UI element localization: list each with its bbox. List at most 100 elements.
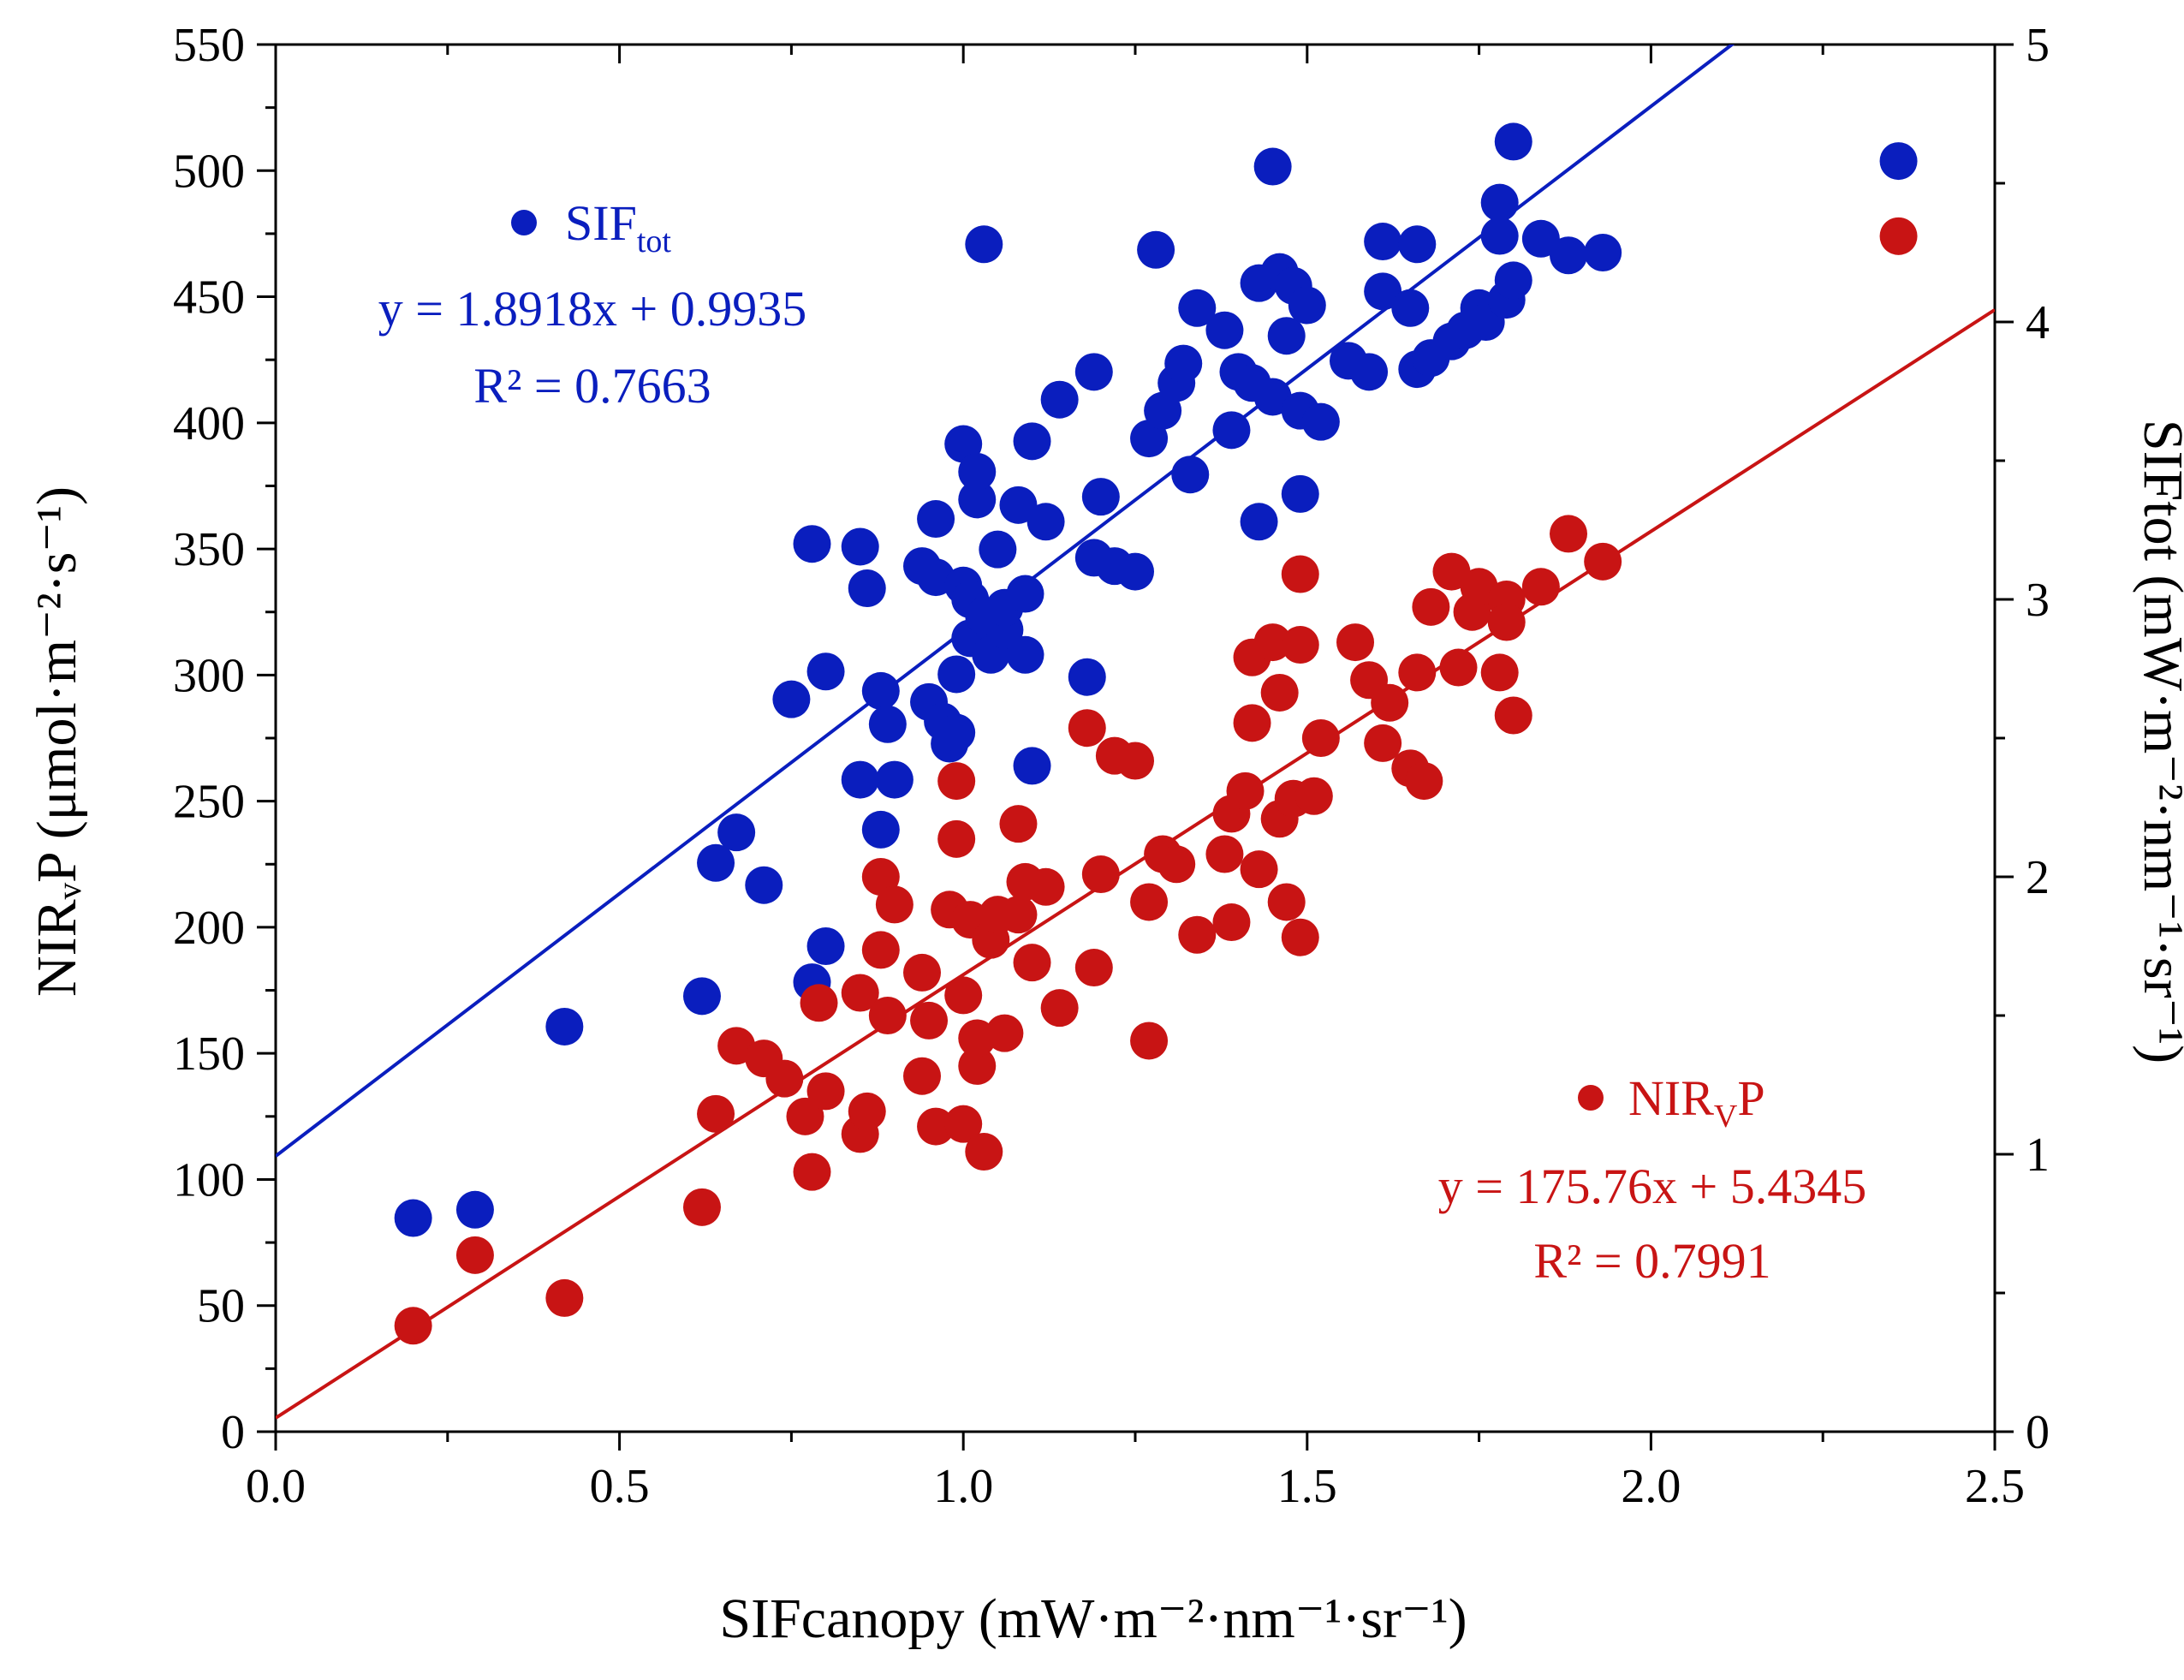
siftot-point xyxy=(1171,456,1210,494)
siftot-point xyxy=(1013,422,1051,461)
siftot-point xyxy=(1137,230,1175,269)
x-tick-label: 2.0 xyxy=(1621,1460,1681,1513)
nirvp-point xyxy=(958,1046,997,1085)
nirvp-point xyxy=(1281,555,1319,593)
nirvp-point xyxy=(848,1092,886,1130)
nirvp-point xyxy=(1013,944,1051,982)
x-tick-label: 1.0 xyxy=(933,1460,993,1513)
siftot-point xyxy=(937,713,976,752)
nirvp-point xyxy=(1027,867,1065,906)
y-left-tick-label: 350 xyxy=(173,523,245,576)
nirvp-equation: y = 175.76x + 5.4345 xyxy=(1438,1159,1866,1214)
plot-frame xyxy=(274,43,1997,1433)
siftot-point xyxy=(1267,317,1306,355)
nirvp-point xyxy=(1267,883,1306,921)
siftot-point xyxy=(1212,411,1251,450)
nirvp-point xyxy=(806,1072,845,1111)
siftot-point xyxy=(861,810,900,849)
nirvp-point xyxy=(944,976,983,1015)
nirvp-point xyxy=(786,1097,824,1135)
legend-nirvp-marker xyxy=(1578,1085,1604,1111)
siftot-point xyxy=(717,813,756,852)
legend-nirvp-main: NIR xyxy=(1628,1070,1714,1126)
nirvp-point xyxy=(1081,855,1120,894)
nirvp-point xyxy=(985,1014,1024,1052)
siftot-point xyxy=(1480,183,1519,222)
y-right-tick-label: 5 xyxy=(2026,19,2050,72)
nirvp-point xyxy=(1040,989,1079,1028)
nirvp-point xyxy=(1157,845,1196,884)
siftot-point xyxy=(1074,353,1113,391)
siftot-point xyxy=(682,977,721,1016)
nirvp-point xyxy=(1130,1022,1169,1060)
nirvp-point xyxy=(1226,771,1265,810)
siftot-point xyxy=(1040,380,1079,419)
y-left-axis-title: NIRᵥP (μmol·m⁻²·s⁻¹) xyxy=(26,486,88,997)
nirvp-point xyxy=(937,762,976,801)
x-tick-label: 2.5 xyxy=(1965,1460,2025,1513)
siftot-point xyxy=(999,486,1038,524)
siftot-point xyxy=(1521,219,1560,258)
legend-siftot-label: SIFtot xyxy=(565,195,671,259)
nirvp-point xyxy=(875,885,913,924)
nirvp-point xyxy=(841,974,879,1012)
siftot-point xyxy=(772,680,811,718)
siftot-point xyxy=(1013,747,1051,785)
siftot-point xyxy=(1253,147,1292,186)
nirvp-point xyxy=(1405,762,1443,801)
legend-nirvp: NIRVP y = 175.76x + 5.4345 R² = 0.7991 xyxy=(1438,1070,1866,1289)
nirvp-point xyxy=(917,1107,955,1146)
y-left-tick-label: 150 xyxy=(173,1028,245,1081)
nirvp-point xyxy=(1412,587,1450,626)
nirvp-point xyxy=(455,1236,494,1274)
nirvp-point xyxy=(1212,903,1251,942)
legend-siftot-marker xyxy=(511,210,537,235)
nirvp-point xyxy=(682,1188,721,1226)
nirvp-point xyxy=(394,1307,432,1345)
y-right-axis-title: SIFtot (mW·m⁻²·nm⁻¹·sr⁻¹) xyxy=(2132,420,2184,1063)
nirvp-point xyxy=(903,953,942,992)
nirvp-r-squared: R² = 0.7991 xyxy=(1533,1233,1770,1289)
y-left-tick-label: 200 xyxy=(173,902,245,955)
siftot-point xyxy=(1006,635,1044,674)
siftot-point xyxy=(545,1007,584,1046)
siftot-point xyxy=(848,569,886,608)
nirvp-point xyxy=(1130,883,1169,921)
legend-nirvp-tail: P xyxy=(1737,1070,1764,1126)
nirvp-point xyxy=(1294,777,1333,815)
legend-nirvp-sub: V xyxy=(1714,1099,1738,1135)
y-left-tick-label: 0 xyxy=(221,1406,245,1459)
chart-axes: 0.0 0.5 1.0 1.5 2.0 2.50501001502002503003504… xyxy=(173,19,2050,1513)
legend-siftot-main: SIF xyxy=(565,195,637,251)
nirvp-point xyxy=(1301,719,1340,757)
siftot-point xyxy=(697,843,735,882)
nirvp-point xyxy=(697,1094,735,1133)
siftot-point xyxy=(1494,261,1532,300)
siftot-point xyxy=(1364,223,1402,261)
siftot-point xyxy=(1164,344,1203,383)
legend-siftot: SIFtot y = 1.8918x + 0.9935 R² = 0.7663 xyxy=(378,195,806,414)
nirvp-point xyxy=(965,1133,1003,1171)
siftot-equation: y = 1.8918x + 0.9935 xyxy=(378,281,806,337)
nirvp-point xyxy=(1494,696,1532,735)
y-left-tick-label: 450 xyxy=(173,271,245,325)
nirvp-point xyxy=(937,819,976,858)
siftot-point xyxy=(806,652,845,691)
x-tick-label: 0.5 xyxy=(590,1460,650,1513)
nirvp-point xyxy=(1521,568,1560,606)
siftot-point xyxy=(1398,225,1437,264)
nirvp-point xyxy=(1879,217,1918,255)
y-right-tick-label: 1 xyxy=(2026,1129,2050,1182)
siftot-point xyxy=(841,760,879,799)
nirvp-point xyxy=(793,1153,831,1191)
siftot-point xyxy=(1550,236,1588,275)
x-tick-label: 1.5 xyxy=(1277,1460,1337,1513)
nirvp-point xyxy=(1550,515,1588,553)
y-left-tick-label: 550 xyxy=(173,19,245,72)
siftot-r-squared: R² = 0.7663 xyxy=(473,358,711,414)
siftot-point xyxy=(745,866,783,904)
nirvp-point xyxy=(1364,724,1402,762)
nirvp-point xyxy=(1371,683,1409,722)
nirvp-point xyxy=(868,997,907,1034)
